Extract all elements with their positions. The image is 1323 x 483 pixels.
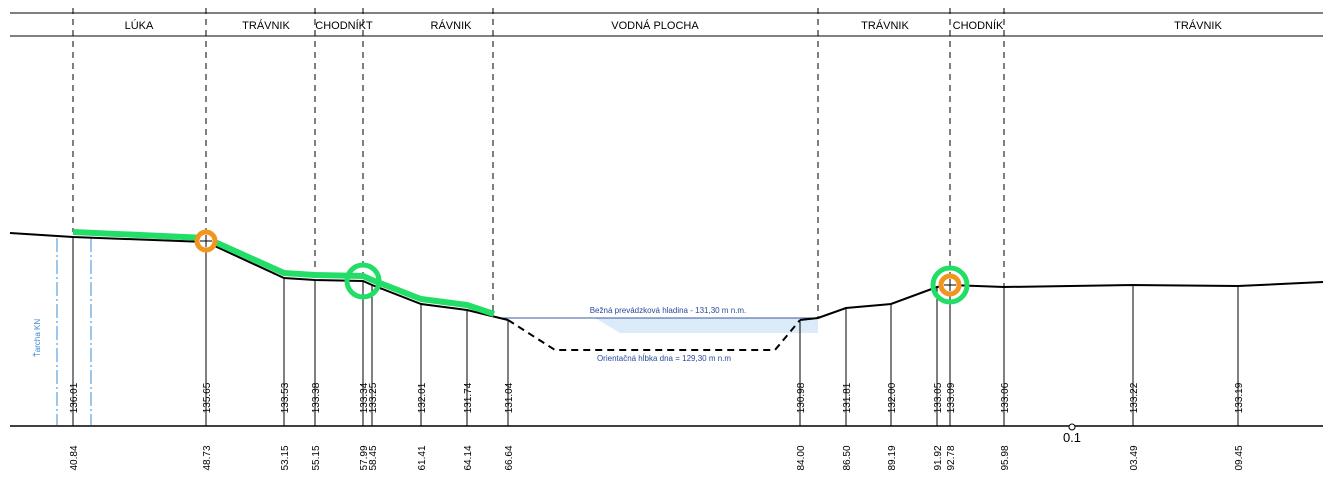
chainage-label: 48.73: [202, 445, 213, 470]
chainage-label: 61.41: [417, 445, 428, 470]
chainage-label: 86.50: [842, 445, 853, 470]
marker-green-ring-left: [344, 262, 382, 300]
km-mark: 0.1: [1063, 423, 1081, 445]
segment-label-travnik-3: TRÁVNIK: [861, 19, 909, 32]
segment-label-chodnik-1: CHODNÍKT: [315, 19, 373, 32]
segment-label-luka: LÚKA: [125, 19, 154, 32]
segment-label-travnik-4: TRÁVNIK: [1174, 19, 1222, 32]
elevation-label: 133.22: [1129, 382, 1140, 413]
elevation-label: 131.81: [842, 382, 853, 413]
elevation-label: 130.98: [796, 382, 807, 413]
elevation-label: 133.19: [1234, 382, 1245, 413]
chainage-label: 57.99: [359, 445, 370, 470]
elevation-label: 133.34: [359, 382, 370, 413]
highlight-path: [72, 229, 495, 317]
terrain-profile-right: [799, 281, 1323, 321]
segment-label-vodna-plocha: VODNÁ PLOCHA: [611, 19, 699, 32]
chainage-label: 66.64: [504, 445, 515, 470]
chainage-label: 84.00: [796, 445, 807, 470]
elevation-label: 133.53: [280, 382, 291, 413]
parcel-label: Ťarcha KN: [33, 319, 42, 357]
elevation-label: 133.09: [946, 382, 957, 413]
parcel-band: [56, 238, 92, 425]
segment-label-travnik-2: RÁVNIK: [431, 19, 473, 32]
terrain-profile: [9, 232, 509, 321]
bottom-depth-label: Orientačná hĺbka dna = 129,30 m n.m: [597, 354, 731, 363]
river-bed: [507, 319, 801, 351]
elevation-label: 133.05: [933, 382, 944, 413]
marker-combined-right: [930, 265, 970, 305]
chainage-label: 95.98: [1000, 445, 1011, 470]
chainage-label: 40.84: [69, 445, 80, 470]
elevation-label: 133.06: [1000, 382, 1011, 413]
chainage-label: 09.45: [1234, 445, 1245, 470]
station-lines: [72, 237, 1239, 426]
chainage-label: 58.45: [368, 445, 379, 470]
elevation-label: 131.74: [463, 382, 474, 413]
elevation-label: 132.00: [887, 382, 898, 413]
chainage-label: 91.92: [933, 445, 944, 470]
water-area: [595, 318, 818, 333]
header-labels: LÚKA TRÁVNIK CHODNÍKT RÁVNIK VODNÁ PLOCH…: [125, 19, 1223, 32]
header-band: [10, 12, 1323, 37]
chainage-label: 89.19: [887, 445, 898, 470]
chainage-label: 92.78: [946, 445, 957, 470]
chainage-label: 03.49: [1129, 445, 1140, 470]
elevation-label: 132.01: [417, 382, 428, 413]
water-level-label: Bežná prevádzková hladina - 131,30 m n.m…: [590, 306, 747, 315]
chainage-label: 55.15: [311, 445, 322, 470]
elevation-label: 131.04: [504, 382, 515, 413]
segment-label-chodnik-2: CHODNÍK: [953, 19, 1004, 32]
chainage-label: 64.14: [463, 445, 474, 470]
elevation-label: 136.01: [69, 382, 80, 413]
segment-label-travnik-1: TRÁVNIK: [242, 19, 290, 32]
elevation-label: 135.65: [202, 382, 213, 413]
marker-orange-left: [194, 229, 218, 253]
km-mark-label: 0.1: [1063, 430, 1081, 445]
station-labels: 136.01 40.84 135.65 48.73 133.53 53.15 133.38 5…: [69, 382, 1245, 470]
elevation-label: 133.25: [368, 382, 379, 413]
segment-boundaries: [72, 8, 1005, 318]
elevation-label: 133.38: [311, 382, 322, 413]
chainage-label: 53.15: [280, 445, 291, 470]
